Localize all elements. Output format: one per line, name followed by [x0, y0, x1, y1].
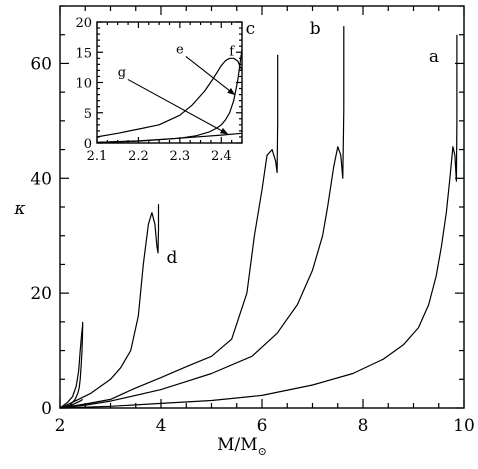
x-tick-label: 10 [453, 416, 475, 436]
inset-curve-e [96, 57, 243, 138]
curve-a [59, 34, 458, 409]
inset-arrow-g [127, 78, 229, 135]
inset-curve-labels: e f g [118, 42, 236, 135]
main-tick-labels: 2 4 6 8 10 0 20 40 60 [30, 54, 474, 436]
x-tick-label: 8 [358, 416, 369, 436]
main-curve-labels: a b c d [166, 19, 439, 268]
inset-tick-labels: 2.1 2.2 2.3 2.4 0 5 10 15 20 [75, 16, 231, 164]
curve-d [59, 204, 160, 409]
inset-curves [96, 49, 243, 143]
curve-label-b: b [310, 19, 321, 39]
inset-y-tick-label: 20 [75, 16, 92, 31]
x-axis-title-main: M/M [217, 435, 258, 455]
curve-label-d: d [166, 248, 177, 268]
curve-f [59, 321, 84, 409]
y-tick-label: 60 [30, 54, 52, 74]
inset-curve-label-f: f [229, 44, 235, 59]
x-tick-label: 2 [55, 416, 66, 436]
inset-x-tick-label: 2.4 [211, 149, 232, 164]
inset-arrow-e [185, 56, 236, 96]
y-tick-label: 0 [41, 399, 52, 419]
curve-label-c: c [246, 19, 256, 39]
x-tick-label: 4 [156, 416, 167, 436]
inset-y-tick-label: 5 [84, 107, 92, 122]
inset-curve-g [96, 132, 243, 143]
x-axis-title: M/M⊙ [217, 435, 267, 458]
inset-curve-label-e: e [176, 42, 184, 57]
inset-curve-label-g: g [118, 65, 126, 80]
inset-y-tick-label: 0 [84, 137, 92, 152]
y-tick-label: 40 [30, 169, 52, 189]
curve-label-a: a [429, 47, 439, 67]
main-ticks [59, 5, 465, 409]
inset-y-tick-label: 10 [75, 77, 92, 92]
inset-y-tick-label: 15 [75, 46, 92, 61]
x-axis-title-subscript: ⊙ [258, 445, 267, 458]
x-tick-label: 6 [257, 416, 268, 436]
y-tick-label: 20 [30, 284, 52, 304]
curve-c [59, 54, 279, 409]
inset-x-tick-label: 2.1 [87, 149, 108, 164]
inset-curve-f [96, 49, 243, 143]
inset-x-tick-label: 2.2 [128, 149, 149, 164]
y-axis-title: κ [13, 199, 25, 219]
curve-b [59, 26, 345, 409]
inset-x-tick-label: 2.3 [170, 149, 191, 164]
curve-e [59, 324, 84, 409]
main-curves [59, 26, 458, 409]
curve-g [59, 398, 84, 409]
